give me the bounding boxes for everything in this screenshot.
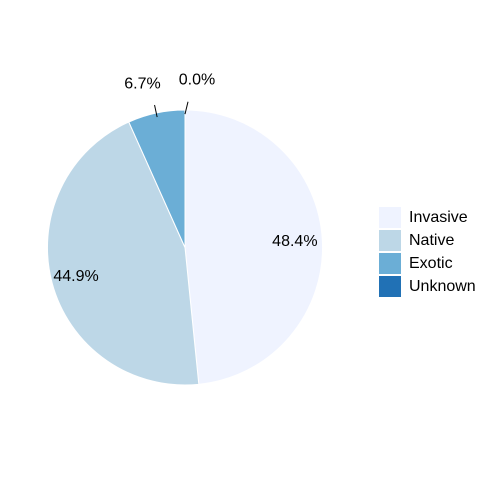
legend: Invasive Native Exotic Unknown <box>379 207 476 297</box>
slice-label-native: 44.9% <box>53 268 98 285</box>
legend-swatch-unknown <box>379 276 401 297</box>
legend-swatch-invasive <box>379 207 401 228</box>
legend-label-invasive: Invasive <box>409 209 468 226</box>
pie-slices <box>47 109 324 386</box>
slice-label-exotic: 6.7% <box>124 75 160 92</box>
legend-label-unknown: Unknown <box>409 278 476 295</box>
leader-line-exotic <box>154 104 158 118</box>
slice-label-invasive: 48.4% <box>272 233 317 250</box>
pie-slice-native <box>47 121 200 386</box>
legend-swatch-exotic <box>379 253 401 274</box>
leader-line-unknown <box>184 101 189 115</box>
slice-labels: 48.4% 44.9% 6.7% 0.0% <box>53 72 317 285</box>
legend-swatch-native <box>379 230 401 251</box>
slice-label-unknown: 0.0% <box>179 72 215 89</box>
legend-label-exotic: Exotic <box>409 255 453 272</box>
legend-label-native: Native <box>409 232 454 249</box>
pie-slice-invasive <box>184 109 324 385</box>
